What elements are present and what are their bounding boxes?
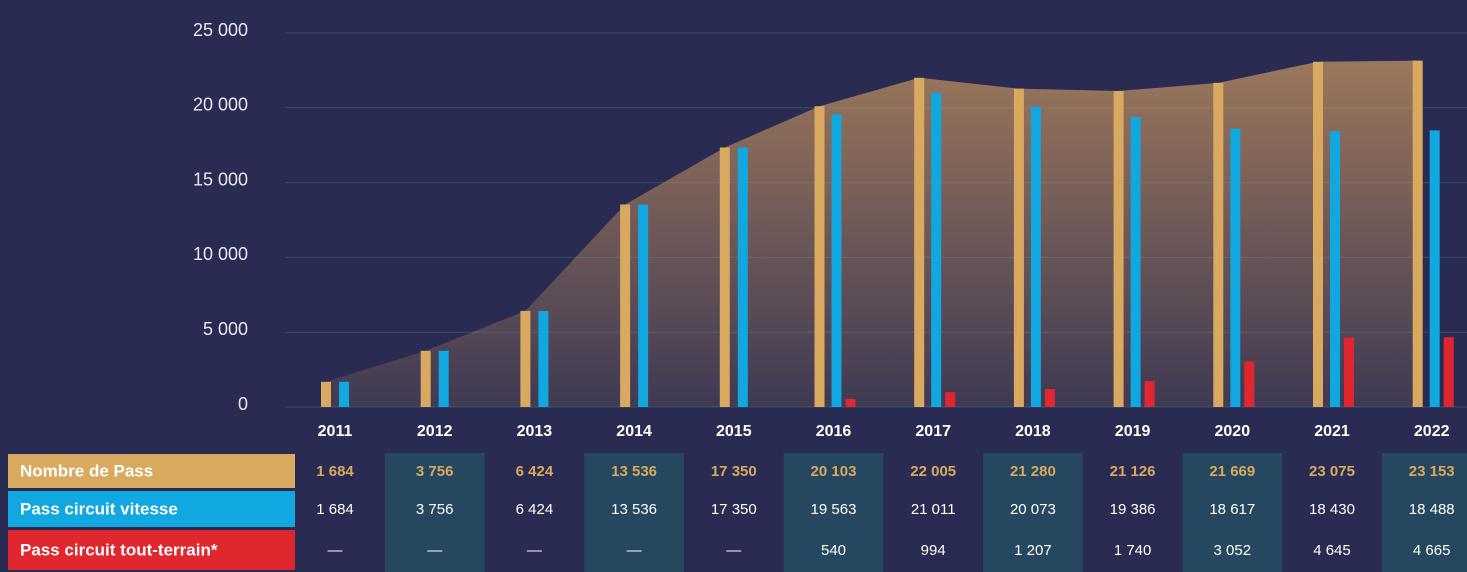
x-tick-label: 2015	[716, 423, 752, 440]
x-tick-label: 2017	[915, 423, 951, 440]
value-label: 1 207	[1014, 542, 1052, 559]
table-column-bg	[1381, 453, 1467, 572]
value-label: 13 536	[611, 501, 657, 518]
value-label: 6 424	[516, 463, 554, 480]
table-column-bg	[983, 453, 1083, 572]
bar	[914, 77, 925, 407]
value-label: 18 617	[1209, 501, 1255, 518]
value-label: 1 684	[316, 463, 354, 480]
value-label: 21 126	[1110, 463, 1156, 480]
total-area	[326, 60, 1418, 408]
value-label: 540	[821, 542, 846, 559]
bar	[520, 310, 531, 407]
row-label: Pass circuit vitesse	[20, 499, 178, 518]
y-tick-label: 25 000	[193, 20, 248, 40]
row-label: Pass circuit tout-terrain*	[20, 540, 218, 559]
value-label: 1 684	[316, 501, 354, 518]
value-label: 18 430	[1309, 501, 1355, 518]
value-label: 23 153	[1409, 463, 1455, 480]
bar	[737, 147, 748, 407]
value-label: 23 075	[1309, 463, 1355, 480]
y-tick-label: 20 000	[193, 95, 248, 115]
bar	[1330, 131, 1340, 407]
value-label: 13 536	[611, 463, 657, 480]
x-tick-label: 2021	[1314, 423, 1350, 440]
value-label: 1 740	[1114, 542, 1152, 559]
value-label: 3 756	[416, 463, 454, 480]
value-label: 21 011	[911, 501, 956, 518]
x-tick-label: 2018	[1015, 423, 1051, 440]
bar	[438, 350, 449, 407]
bar	[1230, 128, 1241, 407]
y-tick-label: 15 000	[193, 169, 248, 189]
row-label: Nombre de Pass	[20, 461, 153, 480]
bar	[1013, 88, 1024, 408]
x-tick-label: 2020	[1215, 423, 1251, 440]
bar	[538, 310, 549, 407]
table-column-bg	[584, 453, 684, 572]
x-tick-label: 2022	[1414, 423, 1450, 440]
bar	[321, 381, 331, 407]
bar	[420, 350, 431, 407]
value-label: 17 350	[711, 463, 757, 480]
x-tick-label: 2013	[517, 423, 553, 440]
row-label-bg	[8, 491, 295, 527]
table-column-bg	[1182, 453, 1283, 572]
x-tick-label: 2016	[816, 423, 852, 440]
x-tick-label: 2019	[1115, 423, 1151, 440]
bar	[1213, 82, 1224, 407]
value-label: 994	[921, 542, 946, 559]
bar	[620, 204, 631, 407]
value-label: —	[527, 542, 542, 559]
value-label: 4 645	[1313, 542, 1351, 559]
value-label: 20 073	[1010, 501, 1056, 518]
value-label: 17 350	[711, 501, 757, 518]
row-label-bg	[8, 530, 295, 570]
y-tick-label: 0	[238, 394, 248, 414]
bar	[1429, 130, 1440, 407]
bar	[339, 381, 349, 407]
table-column-bg	[384, 453, 485, 572]
value-label: —	[726, 542, 741, 559]
x-tick-label: 2012	[417, 423, 453, 440]
value-label: —	[627, 542, 642, 559]
value-label: 3 052	[1214, 542, 1252, 559]
bar	[638, 204, 649, 407]
value-label: 3 756	[416, 501, 454, 518]
value-label: 22 005	[910, 463, 956, 480]
x-tick-label: 2014	[616, 423, 652, 440]
value-label: 21 669	[1209, 463, 1255, 480]
bar	[1443, 337, 1454, 407]
bar	[1344, 337, 1354, 407]
bar	[1313, 61, 1323, 407]
y-tick-label: 5 000	[203, 319, 248, 339]
x-tick-label: 2011	[318, 423, 353, 440]
bar	[719, 147, 730, 407]
bar	[1044, 388, 1055, 407]
value-label: —	[328, 542, 343, 559]
value-label: 18 488	[1409, 501, 1455, 518]
bar	[1113, 90, 1124, 407]
bar	[945, 392, 956, 407]
bar	[1130, 116, 1141, 407]
value-label: 19 563	[811, 501, 857, 518]
bar	[1030, 106, 1041, 407]
bar	[1244, 361, 1255, 407]
bar	[1144, 380, 1155, 407]
bar	[1412, 60, 1423, 408]
value-label: 21 280	[1010, 463, 1056, 480]
bar	[831, 114, 842, 407]
value-label: 19 386	[1110, 501, 1156, 518]
bar	[814, 106, 825, 407]
value-label: 6 424	[516, 501, 554, 518]
bar	[931, 92, 942, 407]
value-label: —	[427, 542, 442, 559]
value-label: 4 665	[1413, 542, 1451, 559]
row-label-bg	[8, 454, 295, 488]
y-tick-label: 10 000	[193, 244, 248, 264]
bar	[845, 398, 856, 407]
table-column-bg	[783, 453, 884, 572]
value-label: 20 103	[811, 463, 857, 480]
